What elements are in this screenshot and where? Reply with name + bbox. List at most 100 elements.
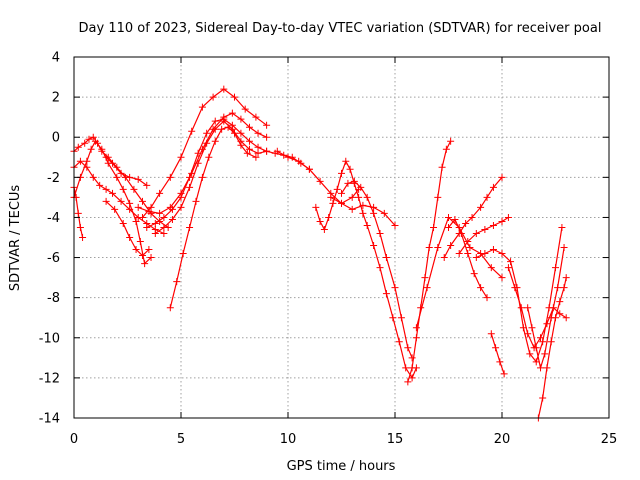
data-point <box>487 330 495 338</box>
data-point <box>254 149 262 157</box>
data-point <box>457 229 465 237</box>
data-point <box>134 175 142 183</box>
data-point <box>359 209 367 217</box>
series-arc-19 <box>445 215 491 302</box>
data-point <box>132 217 140 225</box>
data-point <box>325 213 333 221</box>
data-point <box>412 324 420 332</box>
data-point <box>166 203 174 211</box>
data-point <box>138 213 146 221</box>
data-point <box>528 324 536 332</box>
data-point <box>554 284 562 292</box>
data-point <box>408 374 416 382</box>
data-point <box>487 264 495 272</box>
data-point <box>447 137 455 145</box>
data-point <box>263 133 271 141</box>
data-point <box>382 290 390 298</box>
data-point <box>481 250 489 258</box>
series-arc-7 <box>138 85 271 221</box>
data-point <box>500 370 508 378</box>
series-arc-6 <box>102 153 151 189</box>
data-point <box>492 344 500 352</box>
series-arc-5 <box>102 197 153 260</box>
x-tick-label: 10 <box>280 432 297 447</box>
data-point <box>237 141 245 149</box>
data-point <box>496 358 504 366</box>
data-point <box>391 284 399 292</box>
x-tick-label: 5 <box>177 432 185 447</box>
data-point <box>79 234 87 241</box>
data-point <box>344 179 352 187</box>
data-point <box>186 183 194 191</box>
data-point <box>145 246 153 254</box>
series-arc-9 <box>151 117 313 237</box>
data-point <box>243 149 251 157</box>
series-trail <box>137 112 267 214</box>
data-point <box>391 221 399 229</box>
data-point <box>402 364 410 372</box>
data-point <box>126 234 134 241</box>
data-point <box>119 185 127 193</box>
data-point <box>357 183 365 191</box>
data-point <box>438 163 446 171</box>
data-point <box>177 153 185 161</box>
data-point <box>179 250 187 258</box>
data-point <box>151 219 159 227</box>
data-point <box>166 173 174 181</box>
data-point <box>205 153 213 161</box>
data-point <box>552 314 559 322</box>
data-point <box>198 103 206 111</box>
data-point <box>562 274 570 282</box>
data-point <box>462 219 470 227</box>
data-point <box>464 238 472 246</box>
series-arc-3 <box>70 133 172 231</box>
data-point <box>517 304 525 312</box>
data-point <box>316 217 324 225</box>
data-point <box>477 284 485 292</box>
data-point <box>477 203 485 211</box>
data-point <box>556 298 564 306</box>
y-tick-label: -12 <box>39 371 60 386</box>
data-point <box>423 284 431 292</box>
data-point <box>468 213 476 221</box>
data-point <box>376 229 384 237</box>
data-point <box>562 314 570 322</box>
data-point <box>524 304 532 312</box>
data-point <box>376 264 384 272</box>
data-point <box>111 205 119 213</box>
x-axis-label: GPS time / hours <box>287 459 396 474</box>
data-point <box>85 135 93 143</box>
data-point <box>338 199 345 207</box>
data-point <box>359 201 367 209</box>
data-point <box>472 254 480 262</box>
data-point <box>254 143 262 151</box>
data-point <box>126 173 134 181</box>
data-point <box>138 197 146 205</box>
data-point <box>327 193 335 201</box>
data-point <box>245 123 253 131</box>
data-point <box>228 109 236 117</box>
data-point <box>504 264 512 272</box>
data-point <box>96 181 104 189</box>
data-point <box>109 159 117 167</box>
data-point <box>83 157 91 165</box>
data-point <box>447 242 455 250</box>
data-point <box>252 153 260 161</box>
data-point <box>126 199 134 207</box>
data-point <box>186 223 194 231</box>
data-point <box>220 113 228 121</box>
data-point <box>329 199 337 207</box>
data-point <box>198 145 206 153</box>
data-point <box>237 115 245 123</box>
series-arc-1 <box>70 183 87 241</box>
data-point <box>117 169 125 177</box>
data-point <box>421 274 429 282</box>
data-point <box>168 215 176 223</box>
data-point <box>143 223 151 231</box>
data-point <box>470 270 478 278</box>
data-point <box>543 364 551 372</box>
data-point <box>76 157 84 165</box>
data-point <box>113 163 121 171</box>
data-point <box>539 338 547 346</box>
y-tick-label: 2 <box>52 91 60 106</box>
